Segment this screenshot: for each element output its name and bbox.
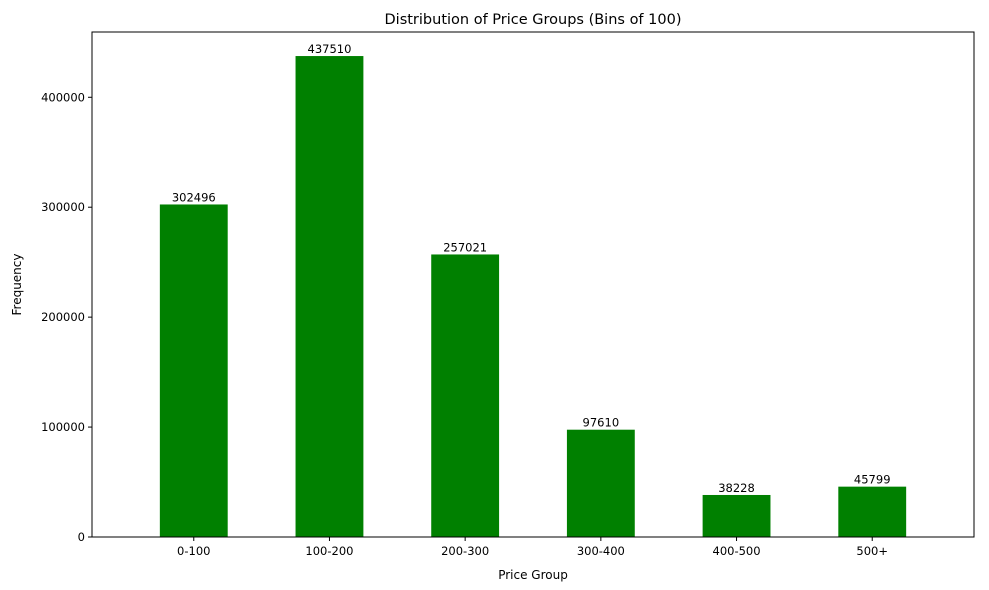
data-label-0-100: 302496 bbox=[172, 190, 216, 204]
y-tick-label-100000: 100000 bbox=[41, 420, 85, 434]
x-tick-label-200-300: 200-300 bbox=[441, 544, 489, 558]
x-tick-label-400-500: 400-500 bbox=[713, 544, 761, 558]
data-label-500+: 45799 bbox=[854, 473, 891, 487]
x-axis-ticks: 0-100 100-200 200-300 300-400 400-500 500+ bbox=[177, 537, 888, 558]
data-label-100-200: 437510 bbox=[308, 42, 352, 56]
bar-400-500 bbox=[702, 494, 771, 537]
y-axis-label: Frequency bbox=[10, 254, 24, 316]
bars-group bbox=[159, 56, 907, 538]
x-tick-label-100-200: 100-200 bbox=[305, 544, 353, 558]
data-label-300-400: 97610 bbox=[583, 416, 620, 430]
bar-100-200 bbox=[295, 56, 364, 538]
bar-200-300 bbox=[431, 254, 500, 537]
y-axis-ticks: 0 100000 200000 300000 400000 bbox=[41, 90, 92, 544]
y-tick-label-300000: 300000 bbox=[41, 200, 85, 214]
x-axis-label: Price Group bbox=[498, 568, 568, 582]
bar-0-100 bbox=[159, 204, 228, 537]
plot-area-frame bbox=[91, 31, 975, 538]
data-labels-group: 302496 437510 257021 97610 38228 45799 bbox=[172, 42, 891, 495]
chart-title: Distribution of Price Groups (Bins of 10… bbox=[385, 12, 682, 28]
bar-300-400 bbox=[566, 429, 635, 537]
x-tick-label-0-100: 0-100 bbox=[177, 544, 210, 558]
data-label-400-500: 38228 bbox=[718, 481, 755, 495]
x-tick-label-300-400: 300-400 bbox=[577, 544, 625, 558]
x-tick-label-500+: 500+ bbox=[856, 544, 888, 558]
data-label-200-300: 257021 bbox=[443, 240, 487, 254]
y-tick-label-400000: 400000 bbox=[41, 90, 85, 104]
y-tick-label-0: 0 bbox=[78, 530, 85, 544]
bar-500+ bbox=[838, 486, 907, 537]
y-tick-label-200000: 200000 bbox=[41, 310, 85, 324]
